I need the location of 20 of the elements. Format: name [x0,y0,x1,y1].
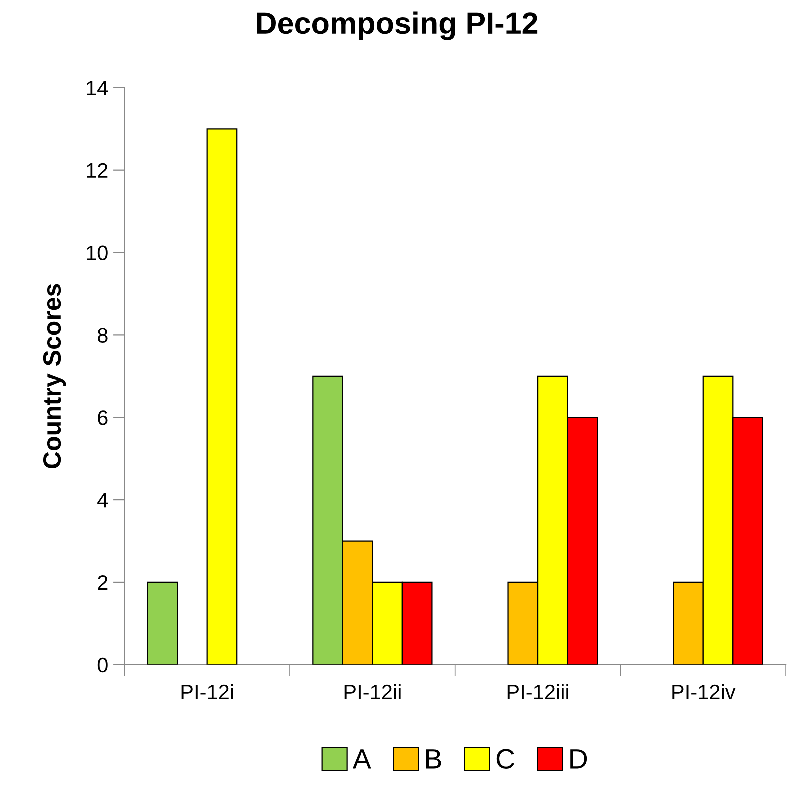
x-tick-label: PI-12iii [508,684,568,700]
legend-label: D [570,750,588,769]
y-tick-label: 4 [98,493,108,508]
y-tick-label: 0 [98,658,108,673]
legend-label: A [352,750,372,769]
y-tick-label: 14 [87,81,108,96]
y-tick-label: 10 [87,246,108,261]
x-tick-label: PI-12iv [672,684,736,700]
legend-label: B [426,750,442,769]
legend-label: C [496,749,514,769]
y-tick-label: 12 [87,163,108,178]
y-axis-title: Country Scores [43,284,66,468]
y-tick-label: 8 [98,328,108,343]
chart-title: Decomposing PI-12 [257,12,538,40]
bar [206,128,238,665]
bar [147,582,178,665]
y-tick-label: 2 [98,575,108,590]
y-tick-label: 6 [98,410,108,426]
x-tick-label: PI-12ii [344,684,401,700]
x-tick-label: PI-12i [182,684,234,700]
